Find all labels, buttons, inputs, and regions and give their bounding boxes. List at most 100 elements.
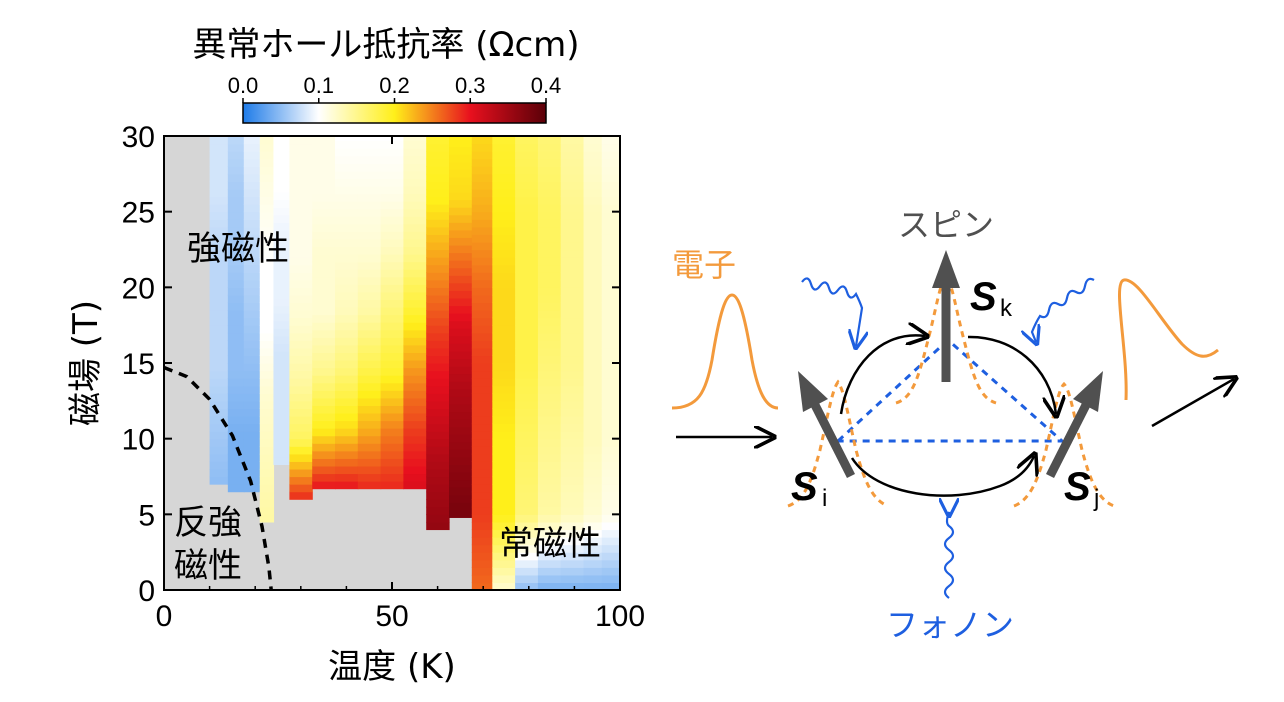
heatmap-cell xyxy=(289,257,313,266)
heatmap-cell xyxy=(583,272,603,281)
heatmap-cell xyxy=(209,287,229,296)
region-label-antiferro-1: 反強 xyxy=(174,503,242,543)
heatmap-cell xyxy=(492,461,516,470)
heatmap-cell xyxy=(426,332,450,341)
heatmap-cell xyxy=(243,151,261,160)
heatmap-cell xyxy=(583,151,603,160)
heatmap-cell xyxy=(227,370,245,379)
heatmap-cell xyxy=(601,302,620,311)
heatmap-cell xyxy=(335,140,359,149)
heatmap-cell xyxy=(357,359,382,369)
heatmap-cell xyxy=(560,241,585,251)
heatmap-cell xyxy=(515,264,539,273)
heatmap-cell xyxy=(403,465,427,475)
heatmap-cell xyxy=(259,332,275,341)
heatmap-cell xyxy=(335,481,359,490)
heatmap-cell xyxy=(403,405,427,414)
heatmap-cell xyxy=(380,299,404,308)
heatmap-cell xyxy=(426,136,450,145)
electron-wave-site-j xyxy=(1013,381,1115,508)
heatmap-cell xyxy=(357,216,382,225)
heatmap-cell xyxy=(380,314,404,323)
heatmap-cell xyxy=(492,559,516,568)
heatmap-cell xyxy=(583,196,603,205)
heatmap-cell xyxy=(449,191,473,201)
heatmap-cell xyxy=(227,385,245,394)
heatmap-cell xyxy=(209,158,229,167)
hop-path-i-to-j xyxy=(850,456,1034,497)
heatmap-cell xyxy=(273,396,290,405)
heatmap-cell xyxy=(537,491,562,500)
heatmap-cell xyxy=(209,257,229,266)
heatmap-cell xyxy=(289,204,313,213)
heatmap-cell xyxy=(259,173,275,182)
heatmap-cell xyxy=(335,420,359,429)
heatmap-cell xyxy=(289,317,313,326)
heatmap-cell xyxy=(259,302,275,311)
heatmap-cell xyxy=(515,378,539,387)
heatmap-cell xyxy=(515,415,539,425)
heatmap-cell xyxy=(515,226,539,235)
x-tick-label: 0 xyxy=(156,600,173,633)
heatmap-cell xyxy=(259,310,275,319)
heatmap-cell xyxy=(273,207,290,216)
heatmap-cell xyxy=(449,426,473,435)
heatmap-cell xyxy=(471,544,493,553)
heatmap-cell xyxy=(537,393,562,402)
heatmap-cell xyxy=(492,158,516,167)
heatmap-cell xyxy=(601,468,620,478)
heatmap-cell xyxy=(471,370,493,379)
heatmap-cell xyxy=(426,408,450,417)
heatmap-cell xyxy=(583,188,603,198)
heatmap-cell xyxy=(426,521,450,531)
heatmap-cell xyxy=(515,506,539,515)
heatmap-cell xyxy=(273,214,290,223)
heatmap-cell xyxy=(601,325,620,334)
heatmap-cell xyxy=(273,184,290,193)
spin-label: スピン xyxy=(898,206,994,244)
heatmap-cell xyxy=(426,279,450,288)
heatmap-cell xyxy=(312,428,336,437)
heatmap-cell xyxy=(601,370,620,379)
heatmap-cell xyxy=(560,294,585,304)
heatmap-cell xyxy=(289,310,313,319)
heatmap-cell xyxy=(243,453,261,462)
heatmap-cell xyxy=(471,287,493,296)
heatmap-cell xyxy=(515,347,539,357)
heatmap-cell xyxy=(312,140,336,149)
heatmap-cell xyxy=(380,473,404,482)
heatmap-cell xyxy=(289,438,313,447)
heatmap-cell xyxy=(601,552,620,561)
heatmap-cell xyxy=(426,317,450,326)
heatmap-cell xyxy=(426,226,450,235)
heatmap-cell xyxy=(289,393,313,402)
heatmap-cell xyxy=(312,291,336,301)
heatmap-cell xyxy=(426,166,450,175)
heatmap-cell xyxy=(209,423,229,432)
heatmap-cell xyxy=(403,231,427,240)
heatmap-cell xyxy=(560,415,585,425)
heatmap-cell xyxy=(471,136,493,145)
heatmap-cell xyxy=(259,181,275,190)
heatmap-cell xyxy=(357,443,382,452)
heatmap-cell xyxy=(449,222,473,231)
heatmap-cell xyxy=(289,408,313,417)
heatmap-cell xyxy=(583,468,603,478)
heatmap-cell xyxy=(601,249,620,258)
heatmap-cell xyxy=(471,347,493,357)
heatmap-cell xyxy=(471,272,493,281)
heatmap-cell xyxy=(583,552,603,561)
heatmap-cell xyxy=(492,446,516,455)
heatmap-cell xyxy=(403,337,427,346)
heatmap-cell xyxy=(273,229,290,238)
heatmap-cell xyxy=(537,294,562,304)
heatmap-cell xyxy=(426,446,450,455)
heatmap-cell xyxy=(449,441,473,450)
heatmap-cell xyxy=(515,484,539,493)
heatmap-cell xyxy=(403,314,427,323)
heatmap-cell xyxy=(449,154,473,163)
heatmap-cell xyxy=(380,322,404,331)
heatmap-cell xyxy=(227,484,245,493)
heatmap-cell xyxy=(515,204,539,213)
heatmap-cell xyxy=(312,155,336,164)
